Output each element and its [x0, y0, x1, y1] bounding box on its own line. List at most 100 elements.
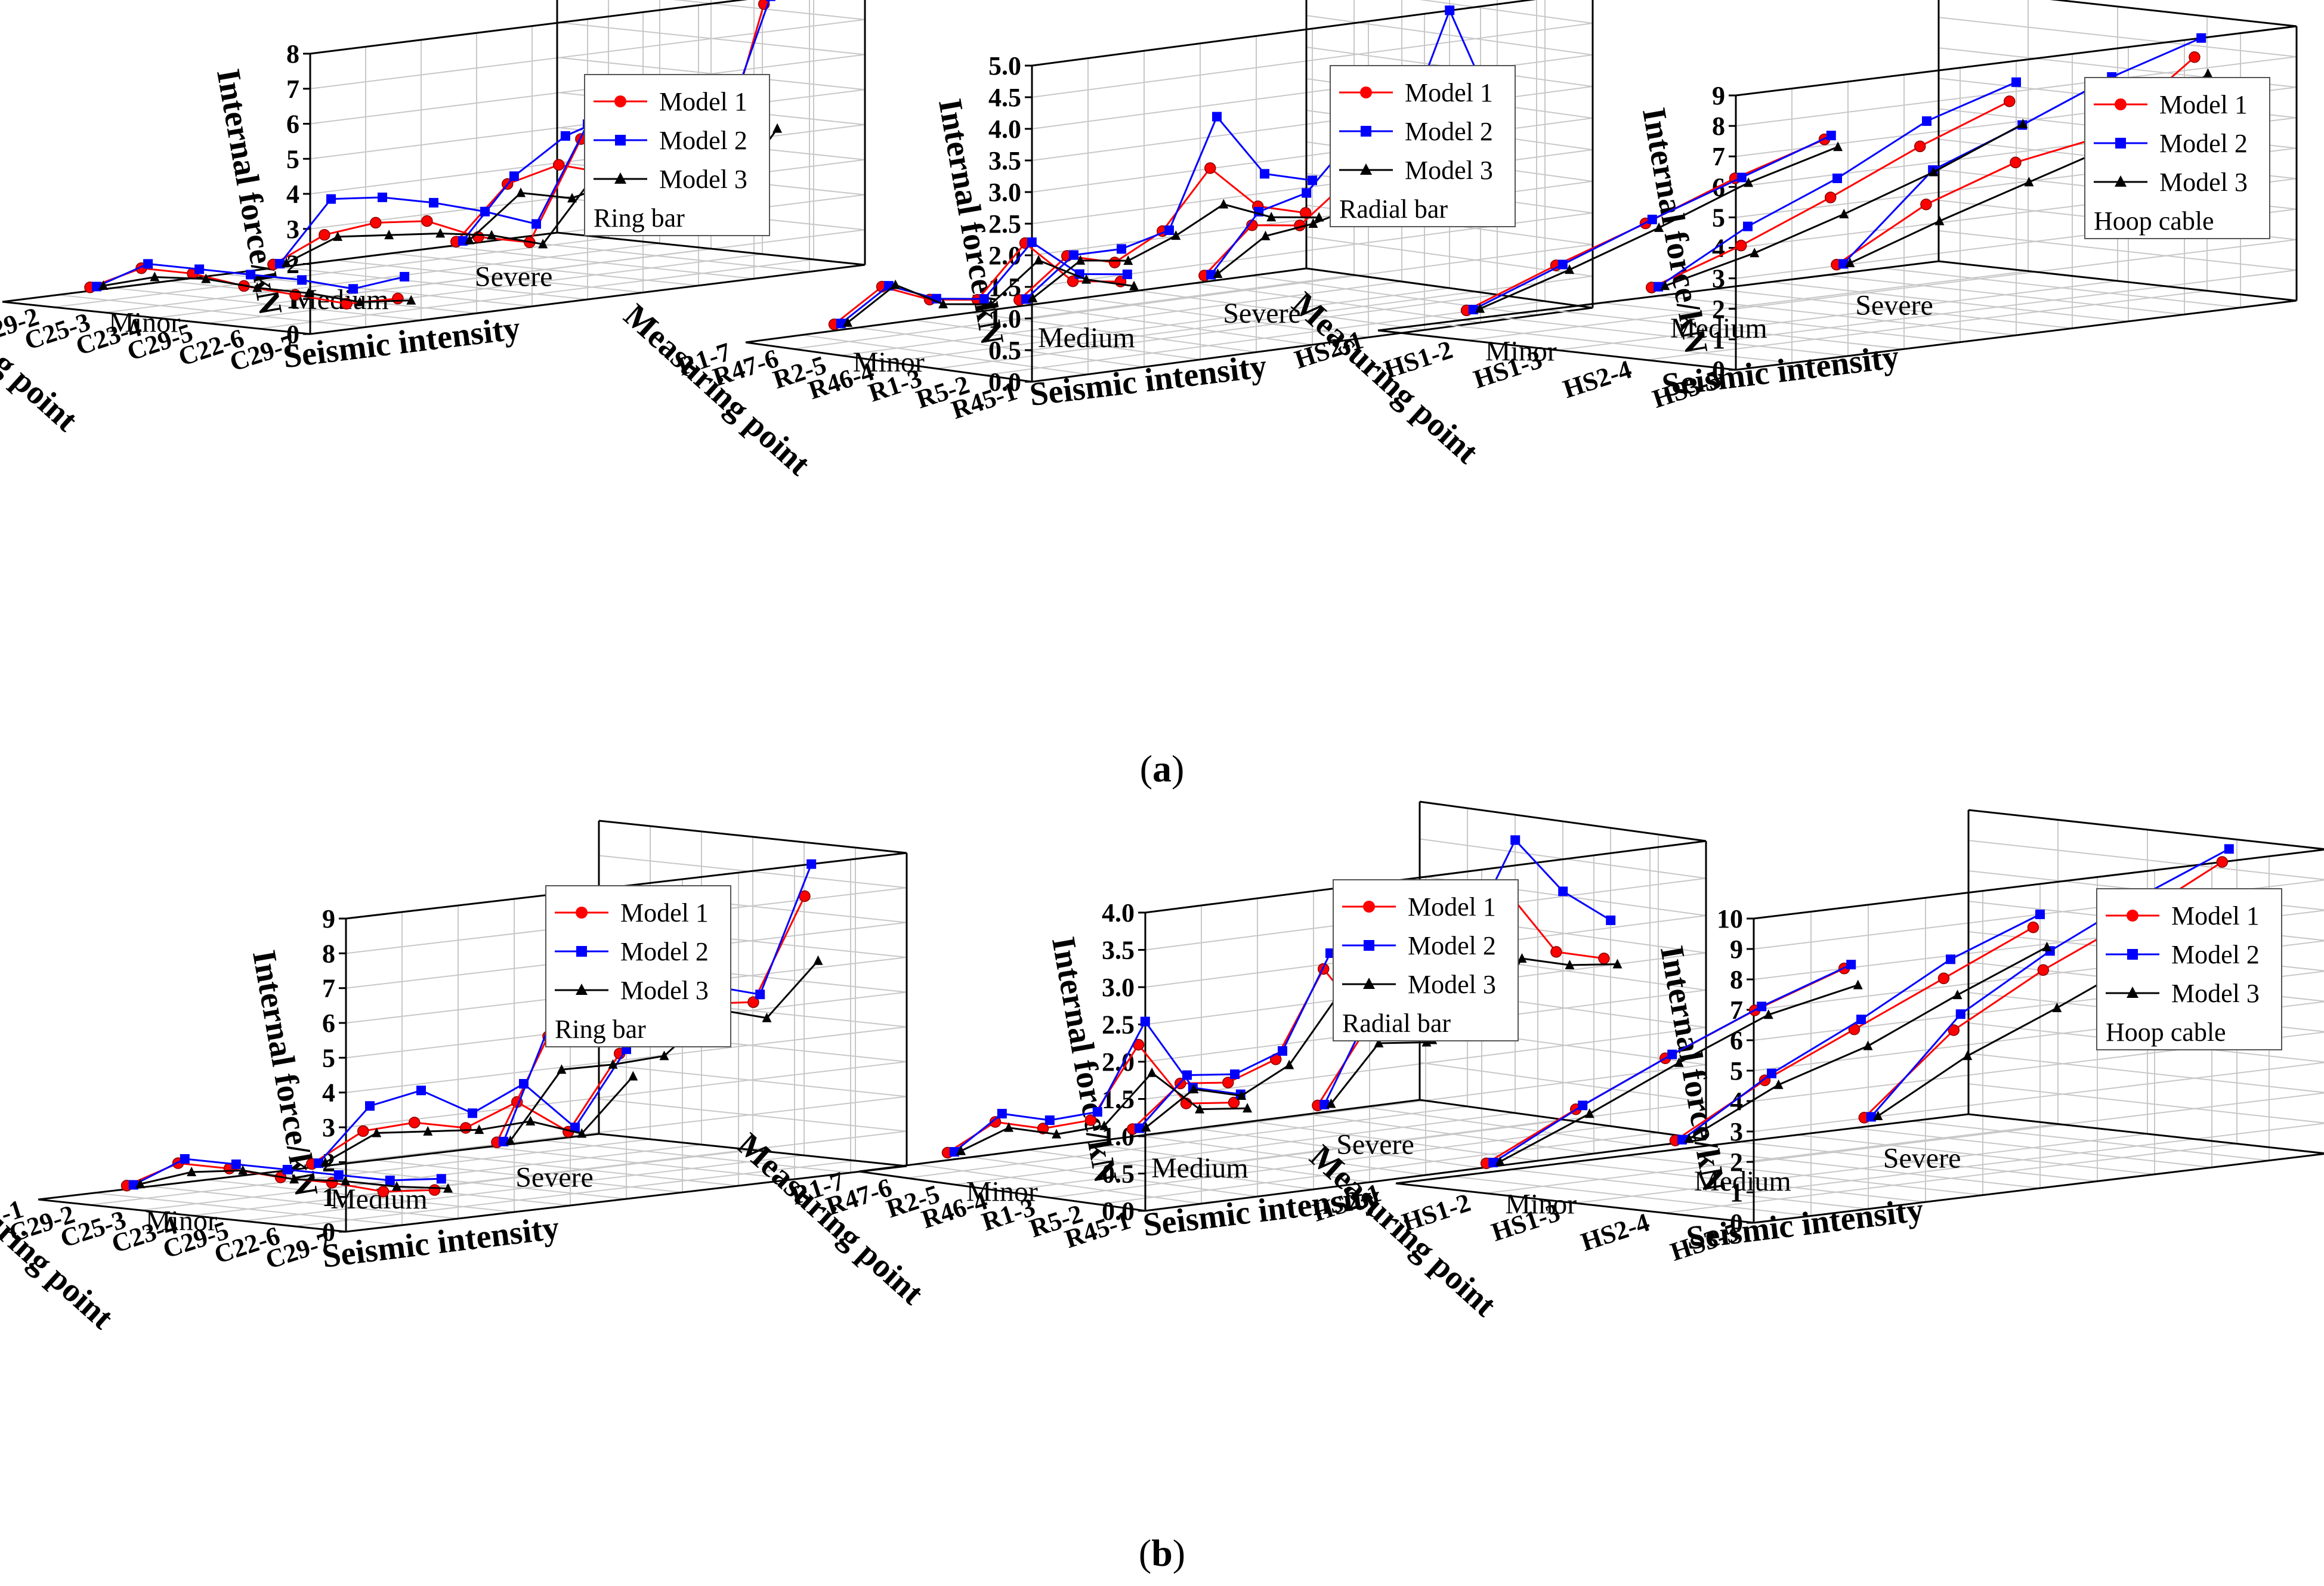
point-model-2-minor-c22-6: [385, 1175, 395, 1185]
point-model-3-severe-c25-3: [608, 1059, 618, 1069]
point-model-2-minor-r46-4: [979, 294, 989, 304]
point-model-2-severe-hs1-2: [1955, 1009, 1965, 1019]
point-model-3-minor-r1-7: [843, 317, 853, 327]
point-model-3-severe-hs2-1: [1873, 1111, 1883, 1121]
y-axis-ticks: 0.00.51.01.52.02.53.03.54.04.55.0: [988, 51, 1032, 397]
intensity-tick-minor: Minor: [966, 1176, 1038, 1208]
intensity-tick-medium: Medium: [292, 284, 389, 316]
point-model-3-severe-hs1-2: [1934, 215, 1945, 225]
point-model-2-medium-r5-2: [1260, 169, 1269, 179]
point-model-2-minor-c23-4: [282, 1164, 292, 1174]
point-model-2-medium-hs1-3: [1832, 174, 1842, 183]
chart-title: Radial bar: [1342, 1009, 1451, 1038]
point-model-2-severe-c25-3: [560, 131, 570, 141]
y-tick-label: 1.0: [988, 304, 1021, 333]
point-model-3-medium-r1-7: [1028, 292, 1038, 302]
y-tick-label: 4.5: [988, 83, 1021, 112]
point-model-2-severe-r5-2: [1558, 886, 1568, 896]
point-model-3-medium-r46-4: [1171, 230, 1181, 240]
point-model-1-severe-hs1-2: [1948, 1024, 1960, 1036]
point-model-2-medium-hs2-4: [1946, 954, 1955, 964]
point-model-3-severe-hs1-3: [2052, 1002, 2062, 1012]
point-model-1-medium-hs2-4: [1914, 140, 1926, 153]
y-tick-label: 0.5: [988, 336, 1021, 365]
point-model-3-severe-c29-2: [516, 187, 526, 197]
point-model-2-medium-r46-4: [1164, 225, 1174, 235]
point-model-1-medium-c25-3: [408, 1117, 421, 1129]
y-tick-label: 3.0: [988, 178, 1021, 207]
y-tick-label: 8: [1730, 965, 1743, 994]
point-model-2-medium-hs3-5: [2011, 77, 2021, 87]
point-model-3-severe-c1-1: [505, 1135, 515, 1145]
point-model-1-severe-hs1-3: [2010, 156, 2022, 169]
point-model-3-medium-hs1-2: [1750, 248, 1760, 258]
point-model-3-medium-c29-5: [487, 230, 497, 240]
point-model-3-medium-r45-1: [1314, 212, 1324, 222]
point-model-2-medium-r47-6: [1182, 1070, 1192, 1080]
point-model-2-severe-r45-1: [1606, 915, 1616, 925]
point-model-3-medium-r2-5: [1123, 255, 1133, 265]
point-model-2-minor-hs2-4: [1757, 1001, 1767, 1012]
point-model-3-minor-r45-1: [1129, 280, 1139, 290]
point-model-3-minor-hs1-3: [1674, 1057, 1684, 1067]
point-model-3-minor-c29-7: [406, 295, 416, 305]
legend-marker-model-1: [1363, 901, 1375, 913]
point-model-3-minor-hs2-1: [1475, 303, 1485, 313]
point-model-3-minor-r2-5: [1052, 1129, 1062, 1139]
y-tick-label: 5: [1712, 203, 1725, 232]
legend: Model 1 Model 2 Model 3 Hoop cable: [2084, 77, 2270, 239]
point-model-3-severe-c29-7: [813, 955, 823, 965]
point-model-2-severe-c29-2: [509, 171, 519, 181]
point-model-2-minor-hs1-3: [1647, 214, 1657, 224]
point-model-3-minor-c23-4: [252, 282, 262, 292]
point-model-3-medium-c1-1: [282, 257, 292, 267]
point-model-3-minor-c25-3: [201, 273, 211, 283]
intensity-tick-severe: Severe: [1223, 298, 1301, 329]
legend-label-model-3: Model 3: [659, 165, 747, 194]
y-tick-label: 3: [286, 215, 299, 244]
legend-marker-model-3: [1360, 163, 1372, 175]
point-model-3-medium-r46-4: [1284, 1059, 1294, 1069]
point-model-3-medium-hs2-1: [1660, 280, 1670, 290]
point-model-1-medium-r2-5: [1222, 1077, 1234, 1089]
legend-marker-model-1: [2115, 98, 2127, 110]
y-tick-label: 5: [286, 144, 299, 174]
z-axis-title: Seismic intensity: [1028, 348, 1269, 413]
legend-label-model-2: Model 2: [659, 126, 747, 155]
point-model-2-minor-c29-7: [436, 1174, 446, 1184]
y-tick-label: 8: [322, 939, 335, 968]
chart-title: Hoop cable: [2094, 206, 2214, 236]
point-model-3-medium-c1-1: [320, 1157, 330, 1167]
point-model-2-minor-hs1-2: [1578, 1100, 1588, 1111]
point-model-1-minor-r46-4: [1084, 1114, 1097, 1126]
point-model-2-minor-r1-3: [1140, 1016, 1150, 1027]
point-model-3-severe-r1-7: [1213, 268, 1223, 278]
point-model-1-medium-c29-5: [472, 231, 484, 243]
y-tick-label: 4: [1730, 1087, 1743, 1116]
point-model-2-minor-hs1-3: [1667, 1049, 1677, 1059]
point-model-2-severe-c22-6: [755, 990, 765, 1000]
y-tick-label: 2: [1712, 295, 1725, 324]
series-group: [941, 835, 1623, 1159]
point-model-3-severe-r1-7: [1326, 1098, 1336, 1108]
point-model-1-medium-c25-3: [370, 217, 382, 229]
point-model-3-severe-c29-7: [772, 123, 783, 133]
point-model-3-medium-c23-4: [435, 228, 446, 238]
category-tick-hs2-4: HS2-4: [1559, 354, 1635, 404]
point-model-3-minor-hs2-4: [1744, 177, 1754, 187]
point-model-2-medium-hs2-1: [1654, 282, 1663, 292]
point-model-3-severe-r47-6: [1374, 1037, 1384, 1047]
point-model-2-minor-hs2-1: [1488, 1157, 1498, 1167]
point-model-2-medium-c25-3: [378, 192, 387, 202]
y-tick-label: 2: [1730, 1148, 1743, 1177]
y-tick-label: 1: [322, 1183, 335, 1212]
point-model-3-minor-hs2-4: [1763, 1009, 1773, 1019]
point-model-3-medium-hs2-1: [1684, 1133, 1694, 1143]
legend-label-model-2: Model 2: [2159, 129, 2248, 158]
point-model-2-minor-c1-1: [128, 1180, 138, 1190]
point-model-2-minor-c29-7: [400, 271, 410, 282]
legend-label-model-1: Model 1: [1408, 892, 1496, 922]
point-model-2-severe-c29-7: [765, 0, 775, 1]
point-model-2-medium-r45-1: [1308, 175, 1317, 186]
point-model-3-minor-hs1-3: [1654, 222, 1664, 232]
